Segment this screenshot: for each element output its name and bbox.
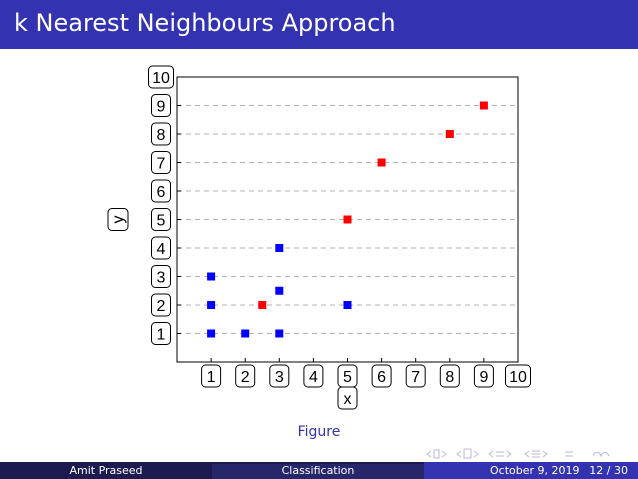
nav-subsection-icon — [463, 448, 472, 459]
data-point-s0-6 — [207, 272, 216, 281]
y-tick-label-4-box — [151, 236, 171, 260]
nav-prev-slide-icon — [524, 450, 530, 458]
y-tick-label-2-box — [151, 293, 171, 317]
x-tick-label-10-box — [505, 364, 531, 388]
x-tick-label-1-box — [201, 364, 222, 388]
x-tick-label-7: 7 — [411, 369, 420, 386]
footer-meta: October 9, 2019 12 / 30 — [424, 462, 638, 479]
data-point-s1-1 — [343, 215, 352, 224]
y-axis-label-group: y — [107, 208, 129, 231]
x-tick-label-3-box — [269, 364, 290, 388]
data-point-s1-0 — [258, 301, 267, 309]
nav-slide-icon — [532, 450, 540, 458]
x-tick-label-2-box — [235, 364, 256, 388]
slide-title: k Nearest Neighbours Approach — [14, 9, 396, 37]
nav-next-slide-icon — [542, 450, 548, 458]
nav-section-icon — [496, 451, 504, 457]
nav-prev-subsection-icon — [456, 450, 462, 458]
x-tick-label-6-box — [371, 364, 392, 388]
data-point-s1-2 — [377, 158, 386, 167]
x-tick-label-6: 6 — [377, 369, 386, 386]
x-tick-label-10: 10 — [509, 369, 527, 386]
y-tick-label-6-box — [151, 179, 171, 203]
slide-header: k Nearest Neighbours Approach — [0, 0, 638, 49]
x-tick-label-8: 8 — [445, 369, 454, 386]
y-tick-label-6: 6 — [157, 184, 166, 201]
x-tick-label-5: 5 — [343, 369, 352, 386]
navigation-icons[interactable] — [425, 447, 630, 461]
y-tick-label-9: 9 — [157, 99, 166, 116]
x-tick-label-3: 3 — [275, 369, 284, 386]
y-tick-label-10: 10 — [152, 70, 170, 87]
y-tick-label-4: 4 — [157, 241, 166, 258]
data-point-s0-0 — [207, 329, 216, 338]
nav-next-frame-icon — [441, 450, 447, 458]
footer-page-number: 12 / 30 — [589, 464, 628, 477]
y-tick-label-8: 8 — [157, 127, 166, 144]
nav-prev-section-icon — [488, 450, 494, 458]
data-point-s1-3 — [445, 130, 454, 138]
data-point-s0-2 — [275, 329, 284, 338]
x-tick-label-8-box — [439, 364, 460, 388]
nav-frame-icon — [433, 449, 440, 459]
y-tick-label-7-box — [151, 151, 171, 174]
y-tick-label-3: 3 — [157, 270, 166, 287]
y-tick-label-3-box — [151, 265, 171, 288]
x-tick-label-7-box — [405, 364, 426, 388]
y-tick-label-9-box — [151, 94, 171, 117]
x-tick-label-9: 9 — [479, 369, 488, 386]
nav-next-section-icon — [506, 450, 512, 458]
footer-section: Classification — [212, 464, 424, 479]
y-tick-label-8-box — [151, 122, 171, 146]
x-tick-label-4: 4 — [309, 369, 318, 386]
y-tick-label-5-box — [151, 208, 171, 231]
data-point-s0-7 — [275, 244, 284, 252]
y-tick-label-2: 2 — [157, 298, 166, 315]
y-tick-label-7: 7 — [157, 156, 166, 173]
figure-caption: Figure — [297, 424, 341, 440]
x-axis-label-box — [337, 386, 358, 410]
data-point-s0-3 — [207, 301, 216, 309]
data-point-s0-4 — [343, 301, 352, 309]
y-tick-label-5: 5 — [157, 213, 166, 230]
footer-date: October 9, 2019 — [490, 464, 580, 477]
y-tick-label-10-box — [148, 65, 174, 89]
footer-author: Amit Praseed — [69, 464, 143, 477]
y-tick-label-1: 1 — [157, 327, 166, 344]
x-tick-label-9-box — [473, 364, 494, 388]
slide-footer: Amit Praseed Classification October 9, 2… — [0, 462, 638, 479]
x-tick-label-1: 1 — [207, 369, 216, 386]
x-tick-label-4-box — [303, 364, 324, 388]
x-tick-label-2: 2 — [241, 369, 250, 386]
data-point-s0-5 — [275, 286, 284, 295]
y-tick-label-1-box — [151, 322, 171, 345]
y-axis-label: y — [110, 216, 127, 224]
y-axis-label-box — [107, 208, 129, 231]
x-axis-label: x — [344, 391, 352, 408]
scatter-plot: 1 2 3 4 5 6 7 8 9 10 1 2 3 4 5 6 7 8 9 10 x y — [107, 65, 531, 410]
nav-prev-frame-icon — [426, 450, 432, 458]
nav-search-icon — [592, 451, 610, 458]
data-point-s0-1 — [241, 329, 250, 338]
data-point-s1-4 — [479, 101, 488, 110]
nav-equiv-icon — [565, 451, 573, 457]
nav-next-subsection-icon — [473, 450, 479, 458]
